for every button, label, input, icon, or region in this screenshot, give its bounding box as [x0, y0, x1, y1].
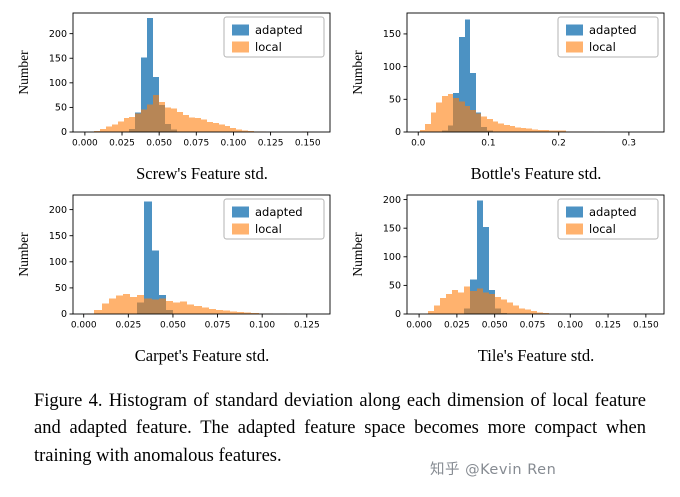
subplot-screw: 0 50 100 150 200 0.000 0.025 0.050 0.075 0.100 0.1… — [16, 8, 336, 184]
figure-grid: 0 50 100 150 200 0.000 0.025 0.050 0.075 0.100 0.1… — [16, 8, 670, 366]
svg-text:200: 200 — [49, 29, 67, 40]
legend-label-adapted: adapted — [589, 23, 637, 37]
y-axis-label: Number — [350, 50, 365, 95]
subplot-carpet: 0 50 100 150 200 0.000 0.025 0.050 0.075 0.100 0.1… — [16, 190, 336, 366]
subplot-tile: 0 50 100 150 200 0.000 0.025 0.050 0.075 0.100 0.1… — [350, 190, 670, 366]
svg-text:0.125: 0.125 — [258, 139, 284, 149]
histogram-bottle: 0 50 100 150 0.0 0.1 0.2 0.3 Number adapted local — [350, 12, 665, 149]
svg-text:0: 0 — [395, 309, 401, 320]
svg-text:150: 150 — [383, 223, 401, 234]
legend-label-local: local — [255, 40, 282, 54]
histogram-tile: 0 50 100 150 200 0.000 0.025 0.050 0.075 0.100 0.1… — [350, 194, 665, 331]
svg-text:0.2: 0.2 — [552, 139, 566, 149]
legend-label-local: local — [589, 222, 616, 236]
axis-ticks: 0 50 100 150 200 0.000 0.025 0.050 0.075 0.100 0.1… — [383, 195, 659, 331]
svg-text:0.100: 0.100 — [557, 321, 583, 331]
svg-text:0.150: 0.150 — [295, 139, 321, 149]
legend: adapted local — [557, 16, 659, 58]
legend-swatch-adapted — [232, 24, 249, 36]
subplot-title-carpet: Carpet's Feature std. — [134, 346, 270, 365]
svg-text:0.025: 0.025 — [115, 321, 141, 331]
svg-text:150: 150 — [49, 53, 67, 64]
legend: adapted local — [223, 198, 325, 240]
svg-text:0.150: 0.150 — [633, 321, 659, 331]
subplot-title-screw: Screw's Feature std. — [136, 164, 268, 183]
legend-swatch-adapted — [566, 24, 583, 36]
svg-text:0: 0 — [395, 127, 401, 138]
svg-text:0.1: 0.1 — [481, 139, 495, 149]
svg-text:200: 200 — [49, 205, 67, 216]
svg-text:0.050: 0.050 — [160, 321, 186, 331]
svg-text:0.075: 0.075 — [205, 321, 231, 331]
local-bars — [420, 94, 605, 132]
svg-text:50: 50 — [389, 281, 401, 292]
svg-text:0.025: 0.025 — [109, 139, 135, 149]
svg-text:100: 100 — [383, 252, 401, 263]
legend: adapted local — [223, 16, 325, 58]
svg-text:0.125: 0.125 — [595, 321, 621, 331]
axes-frame — [406, 194, 665, 315]
legend-swatch-adapted — [566, 206, 583, 218]
svg-text:150: 150 — [383, 29, 401, 40]
local-bars — [94, 95, 308, 132]
subplot-title-tile: Tile's Feature std. — [477, 346, 595, 365]
legend-label-adapted: adapted — [255, 205, 303, 219]
subplot-title-bottle: Bottle's Feature std. — [470, 164, 602, 183]
axis-ticks: 0 50 100 150 200 0.000 0.025 0.050 0.075 0.100 0.1… — [49, 29, 321, 149]
legend-swatch-local — [566, 41, 583, 53]
local-bars — [428, 286, 561, 314]
axes-frame — [72, 194, 331, 315]
svg-text:0.125: 0.125 — [294, 321, 320, 331]
svg-text:50: 50 — [55, 283, 67, 294]
subplot-bottle: 0 50 100 150 0.0 0.1 0.2 0.3 Number adapted local … — [350, 8, 670, 184]
histogram-carpet: 0 50 100 150 200 0.000 0.025 0.050 0.075 0.100 0.1… — [16, 194, 331, 331]
svg-text:0.000: 0.000 — [406, 321, 432, 331]
svg-text:0.050: 0.050 — [482, 321, 508, 331]
legend-label-local: local — [255, 222, 282, 236]
axis-ticks: 0 50 100 150 200 0.000 0.025 0.050 0.075 0.100 0.1… — [49, 205, 320, 331]
svg-text:0: 0 — [61, 309, 67, 320]
legend-swatch-adapted — [232, 206, 249, 218]
svg-text:100: 100 — [49, 257, 67, 268]
svg-text:0.3: 0.3 — [622, 139, 636, 149]
y-axis-label: Number — [16, 232, 31, 277]
local-bars — [87, 294, 287, 314]
legend-label-local: local — [589, 40, 616, 54]
svg-text:100: 100 — [49, 78, 67, 89]
svg-text:50: 50 — [389, 95, 401, 106]
svg-text:0.100: 0.100 — [221, 139, 247, 149]
y-axis-label: Number — [350, 232, 365, 277]
legend-swatch-local — [566, 223, 583, 235]
legend-label-adapted: adapted — [255, 23, 303, 37]
axis-ticks: 0 50 100 150 0.0 0.1 0.2 0.3 — [383, 29, 636, 148]
svg-text:0.000: 0.000 — [72, 139, 98, 149]
svg-text:100: 100 — [383, 62, 401, 73]
legend-label-adapted: adapted — [589, 205, 637, 219]
svg-text:0.075: 0.075 — [183, 139, 209, 149]
svg-text:200: 200 — [383, 195, 401, 206]
svg-text:50: 50 — [55, 103, 67, 114]
svg-text:0.100: 0.100 — [249, 321, 275, 331]
svg-text:0.025: 0.025 — [444, 321, 470, 331]
legend: adapted local — [557, 198, 659, 240]
axes-frame — [72, 12, 331, 133]
svg-text:0.075: 0.075 — [520, 321, 546, 331]
figure-caption: Figure 4. Histogram of standard deviatio… — [34, 391, 646, 466]
svg-text:0: 0 — [61, 127, 67, 138]
histogram-screw: 0 50 100 150 200 0.000 0.025 0.050 0.075 0.100 0.1… — [16, 12, 331, 149]
svg-text:0.0: 0.0 — [411, 139, 426, 149]
svg-text:0.050: 0.050 — [146, 139, 172, 149]
svg-text:150: 150 — [49, 231, 67, 242]
legend-swatch-local — [232, 223, 249, 235]
axes-frame — [406, 12, 665, 133]
legend-swatch-local — [232, 41, 249, 53]
y-axis-label: Number — [16, 50, 31, 95]
svg-text:0.000: 0.000 — [71, 321, 97, 331]
